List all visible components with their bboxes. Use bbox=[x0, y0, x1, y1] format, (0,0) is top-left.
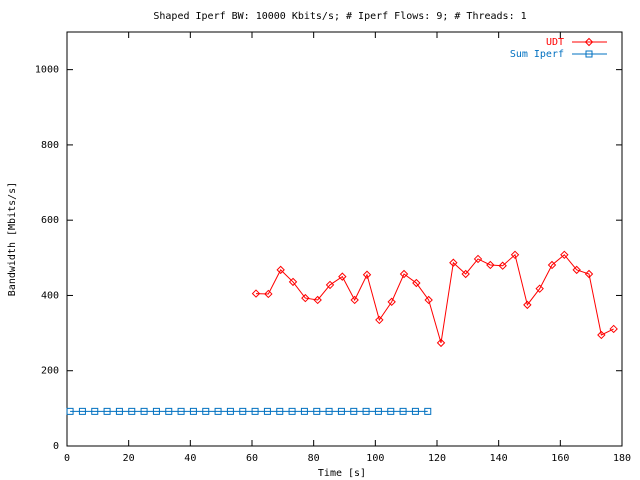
x-axis-label: Time [s] bbox=[318, 468, 366, 479]
data-point bbox=[461, 269, 470, 279]
data-point bbox=[510, 250, 520, 260]
data-point bbox=[387, 297, 396, 307]
x-tick-label: 40 bbox=[184, 453, 196, 464]
chart-title: Shaped Iperf BW: 10000 Kbits/s; # Iperf … bbox=[153, 11, 526, 22]
data-point bbox=[486, 260, 495, 270]
data-point bbox=[202, 407, 210, 415]
data-point bbox=[301, 293, 310, 303]
data-point bbox=[337, 407, 345, 415]
data-point bbox=[103, 407, 111, 415]
data-point bbox=[362, 407, 370, 415]
data-point bbox=[350, 407, 358, 415]
data-point bbox=[140, 407, 148, 415]
y-tick-label: 800 bbox=[41, 140, 59, 151]
plot-frame bbox=[66, 31, 623, 447]
data-point bbox=[264, 289, 273, 299]
data-point bbox=[288, 407, 296, 415]
data-point bbox=[263, 407, 271, 415]
data-point bbox=[313, 407, 321, 415]
data-point bbox=[584, 269, 594, 279]
data-point bbox=[560, 250, 569, 260]
data-point bbox=[411, 407, 419, 415]
x-tick-label: 0 bbox=[64, 453, 70, 464]
y-axis-label: Bandwidth [Mbits/s] bbox=[7, 182, 18, 296]
data-point bbox=[128, 407, 136, 415]
data-point bbox=[78, 407, 86, 415]
x-tick-label: 100 bbox=[366, 453, 384, 464]
data-point bbox=[424, 295, 433, 305]
data-point bbox=[535, 284, 544, 293]
data-point bbox=[375, 315, 384, 325]
data-point bbox=[473, 254, 483, 264]
data-point bbox=[276, 265, 285, 275]
data-point bbox=[66, 407, 74, 415]
y-tick-label: 400 bbox=[41, 290, 59, 301]
x-tick-label: 120 bbox=[428, 453, 446, 464]
data-point bbox=[338, 272, 347, 281]
data-point bbox=[412, 278, 421, 288]
y-tick-label: 1000 bbox=[35, 65, 59, 76]
y-tick-label: 600 bbox=[41, 215, 59, 226]
data-point bbox=[288, 277, 298, 287]
data-point bbox=[547, 260, 557, 270]
data-point bbox=[214, 407, 222, 415]
y-tick-label: 0 bbox=[53, 441, 59, 452]
x-tick-label: 140 bbox=[490, 453, 508, 464]
data-point bbox=[374, 407, 382, 415]
x-tick-label: 160 bbox=[551, 453, 569, 464]
data-point bbox=[523, 300, 532, 310]
legend-label: UDT bbox=[546, 37, 564, 48]
data-point bbox=[226, 407, 234, 415]
data-point bbox=[424, 407, 432, 415]
data-point bbox=[350, 295, 359, 305]
x-tick-label: 20 bbox=[123, 453, 135, 464]
x-tick-label: 80 bbox=[308, 453, 320, 464]
data-point bbox=[609, 324, 618, 334]
data-point bbox=[177, 407, 185, 415]
data-point bbox=[436, 338, 446, 348]
data-point bbox=[498, 261, 507, 270]
data-point bbox=[165, 407, 173, 415]
data-point bbox=[300, 407, 308, 415]
x-tick-label: 60 bbox=[246, 453, 258, 464]
data-point bbox=[313, 295, 322, 305]
data-point bbox=[189, 407, 197, 415]
data-point bbox=[387, 407, 395, 415]
data-point bbox=[362, 270, 372, 279]
data-point bbox=[115, 407, 123, 415]
data-point bbox=[251, 289, 261, 298]
y-tick-label: 200 bbox=[41, 366, 59, 377]
legend-marker bbox=[584, 37, 594, 47]
data-point bbox=[572, 265, 581, 275]
data-point bbox=[251, 407, 259, 415]
data-point bbox=[449, 258, 458, 267]
x-tick-label: 180 bbox=[613, 453, 631, 464]
legend-marker bbox=[585, 50, 593, 58]
data-point bbox=[239, 407, 247, 415]
data-point bbox=[276, 407, 284, 415]
data-point bbox=[399, 407, 407, 415]
data-point bbox=[325, 280, 335, 290]
legend-label: Sum Iperf bbox=[510, 49, 564, 60]
data-point bbox=[399, 269, 409, 279]
data-point bbox=[325, 407, 333, 415]
data-point bbox=[152, 407, 160, 415]
data-point bbox=[597, 330, 606, 340]
data-point bbox=[91, 407, 99, 415]
